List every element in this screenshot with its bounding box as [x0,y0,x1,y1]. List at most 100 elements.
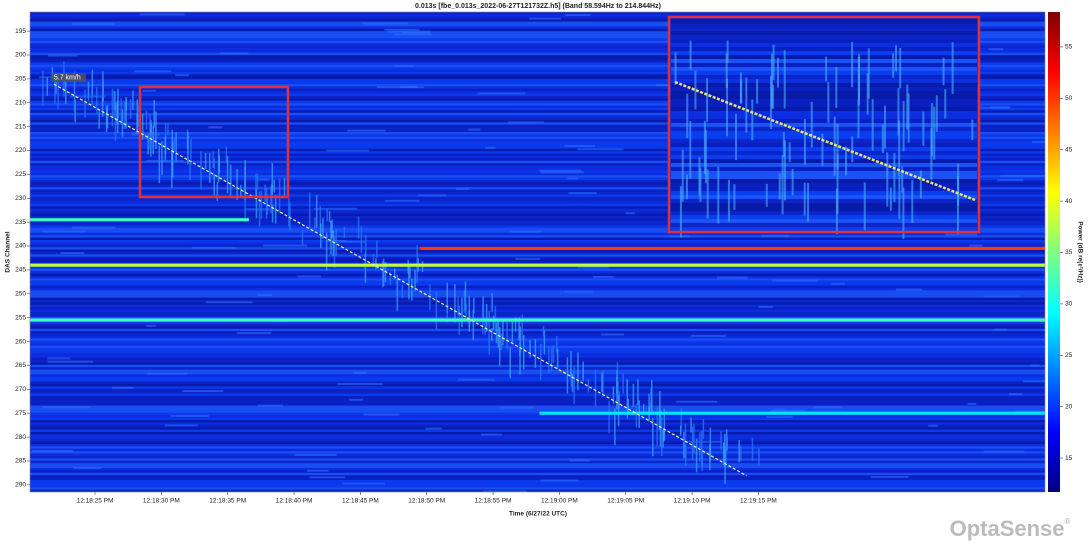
inset-texture [671,79,977,83]
background-texture [658,417,661,431]
background-texture [273,179,275,193]
inset-texture [902,101,905,152]
background-texture [30,98,1045,101]
inset-texture [851,136,854,163]
background-texture [602,370,604,398]
background-texture [133,70,172,73]
background-texture [495,322,498,344]
background-texture [567,177,579,180]
inset-texture [735,113,738,161]
background-texture [394,33,433,36]
background-texture [325,232,328,271]
background-texture [30,333,1045,336]
background-texture [650,402,652,415]
inset-texture [782,131,785,158]
background-texture [30,220,1045,224]
background-texture [30,259,1045,262]
background-texture [772,279,819,282]
background-texture [813,406,842,409]
inset-texture [791,168,794,196]
background-texture [139,13,185,16]
background-texture [534,339,537,368]
background-texture [72,23,115,26]
background-texture [30,81,1045,84]
background-texture [30,208,1045,212]
background-texture [30,340,1045,344]
background-texture [969,244,983,247]
background-texture [928,424,939,427]
background-texture [30,288,1045,291]
background-texture [191,246,236,249]
background-texture [155,111,157,149]
background-texture [540,171,584,174]
background-texture [529,339,531,358]
background-texture [30,148,1045,152]
background-texture [508,121,544,124]
colorbar-tick-label: 40 [1065,198,1073,205]
inset-texture [671,215,977,219]
background-texture [123,101,126,129]
background-texture [497,319,500,348]
background-texture [491,293,493,312]
background-texture [65,81,67,105]
inset-texture [671,75,977,79]
background-texture [297,275,322,278]
background-texture [147,372,188,375]
background-texture [565,14,591,17]
background-texture [30,372,1045,375]
inset-texture [671,35,977,39]
colorbar-tick-label: 15 [1065,455,1073,462]
inset-texture [671,195,977,199]
y-axis-label: DAS Channel [5,231,12,272]
background-texture [30,352,1045,356]
background-texture [396,274,399,311]
background-texture [594,369,597,407]
background-texture [30,21,1045,24]
background-texture [552,345,555,363]
power-band [30,318,1045,322]
inset-texture [726,40,729,63]
plot-area: 5.7 km/h [30,12,1045,492]
background-texture [348,398,364,401]
background-texture [141,114,144,140]
background-texture [637,379,639,405]
background-texture [30,393,1045,396]
background-texture [472,309,475,340]
inset-texture [778,173,781,200]
background-texture [30,112,1045,116]
inset-texture [671,143,977,147]
inset-texture [902,187,905,239]
inset-texture [679,186,682,238]
y-tick-label: 225 [15,171,26,178]
inset-texture [901,166,904,193]
background-texture [30,458,1045,461]
background-texture [30,67,1045,70]
background-texture [488,318,490,355]
background-texture [30,62,1045,65]
background-texture [30,451,1045,454]
background-texture [679,425,682,436]
background-texture [30,331,1045,334]
background-texture [30,103,1045,106]
inset-texture [671,95,977,99]
background-texture [30,326,1045,329]
background-texture [30,336,1045,339]
x-tick-label: 12:18:30 PM [143,498,180,505]
background-texture [30,432,1045,435]
background-texture [30,52,1045,56]
x-tick-label: 12:18:40 PM [276,498,313,505]
inset-texture [671,171,977,175]
background-texture [485,146,496,149]
colorbar-tick-label: 30 [1065,301,1073,308]
background-texture [30,172,1045,176]
background-texture [106,105,109,129]
background-texture [693,423,695,454]
background-texture [570,351,572,378]
background-texture [319,205,322,238]
background-texture [484,318,486,335]
background-texture [30,470,1045,473]
y-tick-label: 220 [15,147,26,154]
inset-texture [957,163,960,206]
background-texture [461,297,463,328]
